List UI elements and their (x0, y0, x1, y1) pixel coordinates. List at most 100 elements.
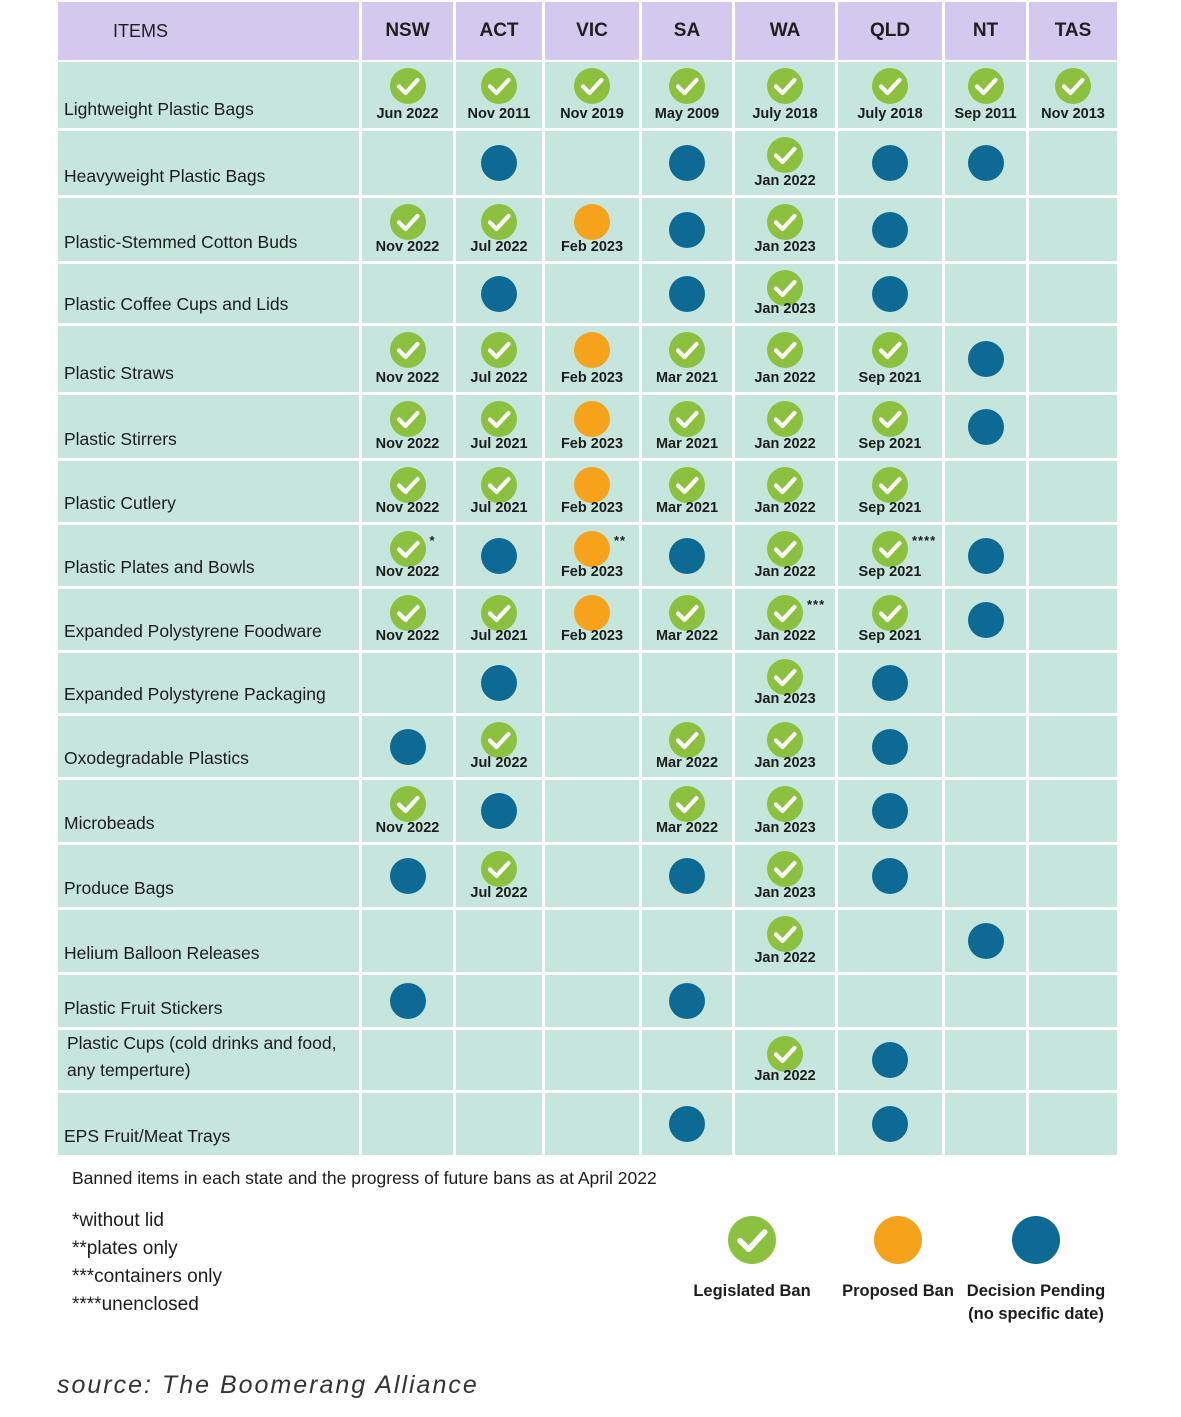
ban-date: Jan 2023 (754, 755, 816, 771)
ban-date: Feb 2023 (560, 370, 624, 386)
legend-pending: Decision Pending (no specific date) (961, 1216, 1111, 1326)
status-cell: Sep 2011 (945, 62, 1026, 128)
status-cell: Mar 2021 (642, 326, 732, 392)
check-icon (872, 332, 908, 368)
check-icon (389, 401, 426, 437)
status-cell: Jan 2022 *** (735, 589, 835, 650)
status-cell: Jul 2021 (456, 395, 542, 458)
status-cell: Jul 2021 (456, 461, 542, 522)
check-icon (872, 531, 908, 567)
ban-date: Nov 2022 (375, 628, 440, 644)
status-cell (945, 1093, 1026, 1155)
status-cell (456, 1093, 542, 1155)
status-cell (838, 845, 942, 907)
check-icon (389, 595, 426, 631)
status-cell (1029, 461, 1117, 522)
status-cell: Mar 2021 (642, 461, 732, 522)
footnote: *without lid (72, 1210, 164, 1231)
status-cell (642, 131, 732, 195)
ban-date: Jan 2022 (754, 950, 816, 966)
item-label: Plastic-Stemmed Cotton Buds (64, 232, 298, 253)
blue-dot-icon (872, 858, 908, 894)
header-state: WA (735, 2, 835, 60)
ban-date: Sep 2021 (858, 628, 922, 644)
ban-date: May 2009 (654, 106, 720, 122)
ban-date: Jul 2021 (470, 436, 528, 452)
check-icon (669, 332, 705, 368)
status-cell: Sep 2021 (838, 589, 942, 650)
status-cell (838, 780, 942, 842)
status-cell (1029, 198, 1117, 261)
check-icon (669, 786, 705, 822)
check-icon (574, 68, 610, 104)
check-icon (481, 68, 517, 104)
ban-date: Mar 2021 (655, 370, 719, 386)
item-label: Microbeads (64, 813, 155, 834)
blue-dot-icon (872, 793, 908, 829)
check-icon (767, 68, 803, 104)
check-icon (728, 1216, 776, 1264)
ban-date: Jul 2022 (470, 755, 528, 771)
ban-date: Sep 2021 (858, 436, 922, 452)
status-cell (545, 653, 639, 713)
status-cell (1029, 589, 1117, 650)
check-icon (389, 68, 426, 104)
item-cell: Microbeads (58, 780, 359, 842)
header-state: TAS (1029, 2, 1117, 60)
blue-dot-icon (669, 983, 705, 1019)
ban-date: Nov 2011 (467, 106, 531, 122)
status-cell (1029, 910, 1117, 972)
item-cell: Expanded Polystyrene Foodware (58, 589, 359, 650)
status-cell (456, 525, 542, 586)
status-cell: Feb 2023 (545, 589, 639, 650)
check-icon (389, 204, 426, 240)
item-label: Expanded Polystyrene Packaging (64, 684, 326, 705)
status-cell (456, 780, 542, 842)
ban-date: Nov 2022 (375, 564, 440, 580)
status-cell (642, 1093, 732, 1155)
check-icon (767, 531, 803, 567)
footnote: **plates only (72, 1238, 178, 1259)
ban-date: Jan 2022 (754, 370, 816, 386)
status-cell: Sep 2021 **** (838, 525, 942, 586)
check-icon (767, 467, 803, 503)
status-cell (642, 653, 732, 713)
status-cell (838, 1093, 942, 1155)
status-cell: Sep 2021 (838, 326, 942, 392)
blue-dot-icon (389, 858, 426, 894)
status-cell (945, 198, 1026, 261)
item-cell: Plastic Cups (cold drinks and food, any … (58, 1030, 359, 1090)
status-cell: Feb 2023 (545, 326, 639, 392)
blue-dot-icon (389, 728, 426, 765)
status-cell: Jul 2022 (456, 716, 542, 777)
blue-dot-icon (872, 728, 908, 765)
status-cell (642, 1030, 732, 1090)
status-cell (456, 131, 542, 195)
item-label: Lightweight Plastic Bags (64, 99, 254, 120)
status-cell (945, 716, 1026, 777)
ban-date: Jan 2022 (754, 1068, 816, 1084)
status-cell: Nov 2011 (456, 62, 542, 128)
legend-label: Legislated Ban (693, 1282, 811, 1300)
status-cell (1029, 525, 1117, 586)
status-cell: May 2009 (642, 62, 732, 128)
check-icon (767, 401, 803, 437)
check-icon (872, 467, 908, 503)
check-icon (767, 1036, 803, 1072)
ban-date: Mar 2021 (655, 436, 719, 452)
ban-date: Feb 2023 (560, 564, 624, 580)
blue-dot-icon (1012, 1216, 1060, 1264)
check-icon (481, 467, 517, 503)
footnote-marker: **** (912, 533, 937, 548)
header-state: NT (945, 2, 1026, 60)
item-label: Helium Balloon Releases (64, 943, 260, 964)
status-cell (1029, 845, 1117, 907)
check-icon (767, 916, 803, 952)
status-cell: Nov 2019 (545, 62, 639, 128)
blue-dot-icon (481, 275, 517, 312)
header-state: NSW (362, 2, 453, 60)
status-cell (642, 910, 732, 972)
status-cell (838, 653, 942, 713)
status-cell: Mar 2022 (642, 716, 732, 777)
status-cell (545, 910, 639, 972)
